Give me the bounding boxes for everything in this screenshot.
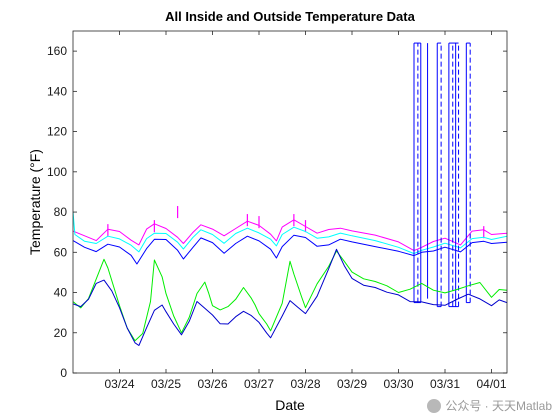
axes-box xyxy=(72,30,508,374)
x-tick-label: 03/24 xyxy=(104,377,134,391)
x-tick-label: 03/26 xyxy=(197,377,227,391)
watermark-text: 公众号 · 天天Matlab xyxy=(445,399,552,413)
y-tick-label: 40 xyxy=(54,286,68,300)
series-layer xyxy=(73,42,507,346)
y-tick-label: 120 xyxy=(47,125,67,139)
series-line-2 xyxy=(73,234,507,265)
x-tick-label: 04/01 xyxy=(476,377,506,391)
series-line-0 xyxy=(73,219,507,252)
series-line-3 xyxy=(73,250,507,342)
x-axis: 03/24 03/25 03/26 03/27 03/28 03/29 03/30 03/31… xyxy=(104,31,507,391)
y-axis: 0 20 40 60 80 100 120 140 160 xyxy=(47,44,507,380)
y-tick-label: 140 xyxy=(47,84,67,98)
watermark: 公众号 · 天天Matlab xyxy=(427,397,552,414)
x-tick-label: 03/27 xyxy=(244,377,274,391)
x-tick-label: 03/30 xyxy=(383,377,413,391)
y-tick-label: 80 xyxy=(54,205,68,219)
x-tick-label: 03/25 xyxy=(151,377,181,391)
chart-title: All Inside and Outside Temperature Data xyxy=(165,9,415,24)
y-axis-label: Temperature (°F) xyxy=(27,149,43,255)
y-tick-label: 0 xyxy=(60,366,67,380)
y-tick-label: 20 xyxy=(54,326,68,340)
x-tick-label: 03/28 xyxy=(290,377,320,391)
x-axis-label: Date xyxy=(275,397,305,413)
y-tick-label: 160 xyxy=(47,44,67,58)
plot-area xyxy=(73,31,507,373)
series-line-4 xyxy=(73,248,507,346)
x-tick-label: 03/31 xyxy=(430,377,460,391)
x-tick-label: 03/29 xyxy=(337,377,367,391)
y-tick-label: 100 xyxy=(47,165,67,179)
y-tick-label: 60 xyxy=(54,245,68,259)
wechat-logo-icon xyxy=(427,398,442,413)
